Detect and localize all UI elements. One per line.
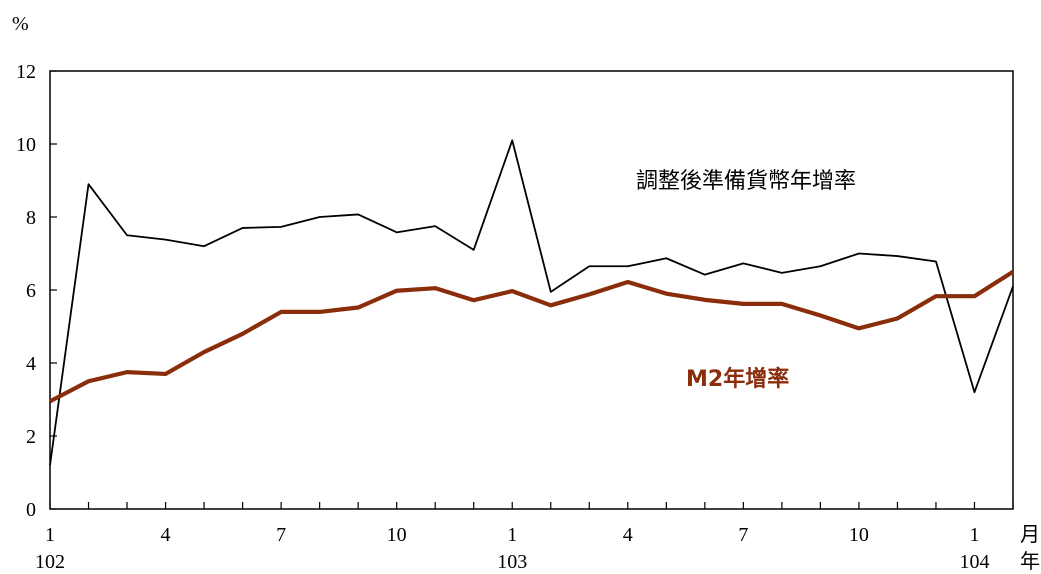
x-tick-label-month: 7 [738,524,748,546]
x-tick-label-year: 102 [35,551,65,573]
x-axis-unit-year: 年 [1020,550,1040,573]
x-tick-label-month: 4 [161,524,171,546]
x-tick-label-month: 7 [276,524,286,546]
x-tick-label-year: 103 [497,551,527,573]
y-tick-label: 12 [16,61,36,83]
series-line-m2 [49,269,1015,404]
y-tick-label: 6 [26,280,36,302]
series-label-reserve-money: 調整後準備貨幣年增率 [636,169,856,194]
y-tick-label: 4 [26,353,36,375]
x-tick-label-month: 1 [507,524,517,546]
x-axis-unit-month: 月 [1020,524,1040,546]
x-tick-label-month: 1 [969,524,979,546]
y-tick-label: 2 [26,426,36,448]
series-label-m2: M2年增率 [686,366,789,392]
y-axis: 0 2 4 6 8 10 12 [16,61,57,521]
y-tick-label: 8 [26,207,36,229]
x-tick-label-year: 104 [959,551,989,573]
x-tick-label-month: 10 [849,524,869,546]
plot-area-frame [49,70,1014,510]
x-tick-label-month: 4 [623,524,633,546]
series-line-reserve-money [49,139,1014,466]
x-tick-label-month: 1 [45,524,55,546]
x-tick-label-month: 10 [387,524,407,546]
y-tick-label: 0 [26,499,36,521]
y-axis-unit-label: % [12,13,29,35]
y-tick-label: 10 [16,134,36,156]
series-lines [49,139,1015,466]
